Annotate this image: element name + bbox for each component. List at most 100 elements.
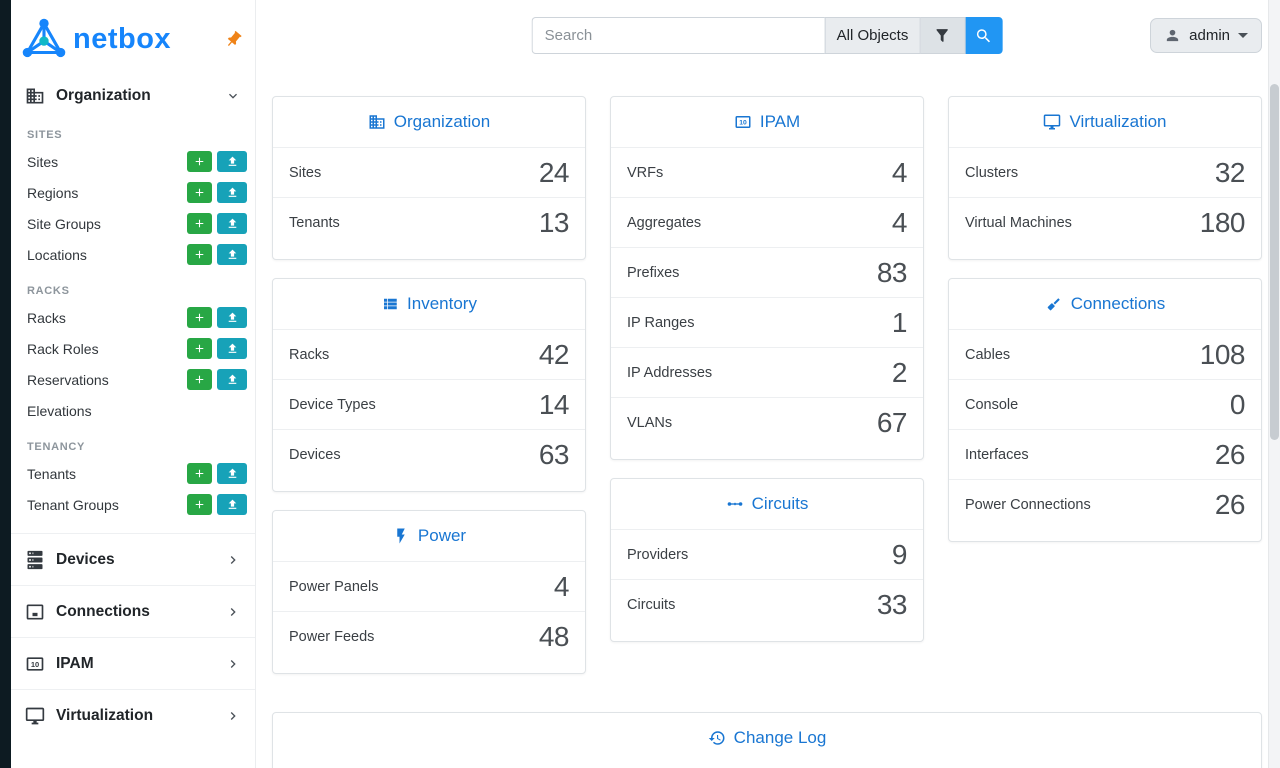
sidebar-item-elevations[interactable]: Elevations: [27, 402, 92, 419]
organization-card: Organization Sites 24 Tenants 13: [272, 96, 586, 260]
virtualization-card-title[interactable]: Virtualization: [949, 97, 1261, 147]
search-input[interactable]: [531, 17, 825, 54]
counter-icon: [734, 113, 752, 131]
import-button[interactable]: [217, 494, 247, 515]
stat-row-power-connections[interactable]: Power Connections 26: [949, 479, 1261, 529]
ipam-card: IPAM VRFs 4 Aggregates 4 Prefixes 83: [610, 96, 924, 460]
scrollbar-thumb[interactable]: [1270, 84, 1279, 440]
import-button[interactable]: [217, 244, 247, 265]
organization-card-title[interactable]: Organization: [273, 97, 585, 147]
stat-row-device-types[interactable]: Device Types 14: [273, 379, 585, 429]
sidebar-item-devices[interactable]: Devices: [11, 533, 255, 585]
stat-row-vrfs[interactable]: VRFs 4: [611, 147, 923, 197]
pin-icon: [220, 26, 247, 53]
add-button[interactable]: [187, 307, 212, 328]
sidebar-item-organization[interactable]: Organization: [11, 78, 255, 114]
monitor-icon: [1043, 113, 1061, 131]
stat-row-cables[interactable]: Cables 108: [949, 329, 1261, 379]
add-button[interactable]: [187, 463, 212, 484]
stat-row-aggregates[interactable]: Aggregates 4: [611, 197, 923, 247]
sidebar-item-sites[interactable]: Sites: [11, 146, 255, 177]
power-card-title[interactable]: Power: [273, 511, 585, 561]
add-button[interactable]: [187, 338, 212, 359]
stat-row-interfaces[interactable]: Interfaces 26: [949, 429, 1261, 479]
sidebar-item-tenant-groups[interactable]: Tenant Groups: [11, 489, 255, 520]
search-filter-button[interactable]: [920, 17, 966, 54]
dashboard: Organization Sites 24 Tenants 13: [272, 72, 1262, 768]
add-button[interactable]: [187, 244, 212, 265]
add-button[interactable]: [187, 213, 212, 234]
stat-row-prefixes[interactable]: Prefixes 83: [611, 247, 923, 297]
search-submit-button[interactable]: [965, 17, 1003, 54]
upload-icon: [226, 186, 239, 199]
sidebar-item-reservations[interactable]: Reservations: [11, 364, 255, 395]
virtualization-card: Virtualization Clusters 32 Virtual Machi…: [948, 96, 1262, 260]
plus-icon: [193, 342, 206, 355]
stat-row-devices[interactable]: Devices 63: [273, 429, 585, 479]
circuits-card-title[interactable]: Circuits: [611, 479, 923, 529]
chevron-right-icon: [225, 604, 241, 620]
stat-row-ip-addresses[interactable]: IP Addresses 2: [611, 347, 923, 397]
stat-row-racks[interactable]: Racks 42: [273, 329, 585, 379]
stat-row-virtual-machines[interactable]: Virtual Machines 180: [949, 197, 1261, 247]
chevron-right-icon: [225, 552, 241, 568]
change-log-body: [273, 763, 1261, 768]
netbox-logo[interactable]: netbox: [17, 16, 171, 62]
import-button[interactable]: [217, 182, 247, 203]
sidebar-item-rack-roles[interactable]: Rack Roles: [11, 333, 255, 364]
stat-row-providers[interactable]: Providers 9: [611, 529, 923, 579]
search-icon: [975, 27, 993, 45]
ipam-card-title[interactable]: IPAM: [611, 97, 923, 147]
import-button[interactable]: [217, 338, 247, 359]
import-button[interactable]: [217, 151, 247, 172]
import-button[interactable]: [217, 369, 247, 390]
search-group: All Objects: [531, 17, 1003, 54]
vertical-scrollbar[interactable]: [1268, 0, 1280, 768]
import-button[interactable]: [217, 213, 247, 234]
import-button[interactable]: [217, 307, 247, 328]
stat-row-console[interactable]: Console 0: [949, 379, 1261, 429]
sidebar-item-connections[interactable]: Connections: [11, 585, 255, 637]
group-heading-racks: RACKS: [27, 285, 70, 297]
sidebar-item-regions[interactable]: Regions: [11, 177, 255, 208]
building-icon: [368, 113, 386, 131]
user-menu-button[interactable]: admin: [1150, 18, 1262, 53]
search-scope-button[interactable]: All Objects: [824, 17, 921, 54]
upload-icon: [226, 498, 239, 511]
upload-icon: [226, 342, 239, 355]
add-button[interactable]: [187, 182, 212, 203]
plus-icon: [193, 248, 206, 261]
history-icon: [708, 729, 726, 747]
netbox-logo-icon: [17, 16, 71, 62]
monitor-icon: [25, 706, 45, 726]
change-log-card-title[interactable]: Change Log: [273, 713, 1261, 763]
add-button[interactable]: [187, 369, 212, 390]
main-area: All Objects admin: [256, 0, 1280, 768]
sidebar-item-tenants[interactable]: Tenants: [11, 458, 255, 489]
plus-icon: [193, 467, 206, 480]
stat-row-tenants[interactable]: Tenants 13: [273, 197, 585, 247]
stat-row-sites[interactable]: Sites 24: [273, 147, 585, 197]
netbox-logo-text: netbox: [73, 22, 172, 55]
counter-icon: [25, 654, 45, 674]
stat-row-power-panels[interactable]: Power Panels 4: [273, 561, 585, 611]
chevron-down-icon: [225, 88, 241, 104]
sidebar-item-racks[interactable]: Racks: [11, 302, 255, 333]
sidebar-item-locations[interactable]: Locations: [11, 239, 255, 270]
inventory-card-title[interactable]: Inventory: [273, 279, 585, 329]
add-button[interactable]: [187, 494, 212, 515]
sidebar-item-site-groups[interactable]: Site Groups: [11, 208, 255, 239]
stat-row-ip-ranges[interactable]: IP Ranges 1: [611, 297, 923, 347]
sidebar-item-ipam[interactable]: IPAM: [11, 637, 255, 689]
add-button[interactable]: [187, 151, 212, 172]
sidebar-item-virtualization[interactable]: Virtualization: [11, 689, 255, 741]
stat-row-clusters[interactable]: Clusters 32: [949, 147, 1261, 197]
stat-row-power-feeds[interactable]: Power Feeds 48: [273, 611, 585, 661]
stat-row-circuits[interactable]: Circuits 33: [611, 579, 923, 629]
sidebar-pin-button[interactable]: [224, 30, 243, 49]
chevron-right-icon: [225, 656, 241, 672]
import-button[interactable]: [217, 463, 247, 484]
stat-row-vlans[interactable]: VLANs 67: [611, 397, 923, 447]
connections-card-title[interactable]: Connections: [949, 279, 1261, 329]
